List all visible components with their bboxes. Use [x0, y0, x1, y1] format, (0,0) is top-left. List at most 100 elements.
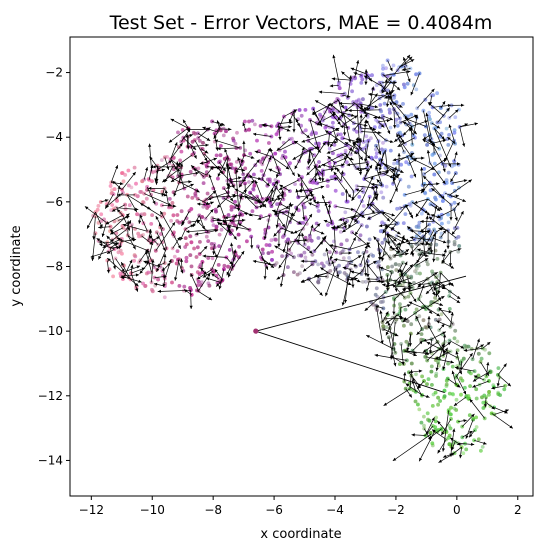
error-vector-head — [453, 402, 458, 406]
scatter-point — [146, 238, 151, 243]
scatter-point — [452, 159, 457, 164]
scatter-point — [442, 394, 447, 399]
scatter-point — [214, 224, 219, 229]
scatter-point — [386, 265, 390, 270]
scatter-point — [384, 184, 389, 189]
error-vector-head — [211, 273, 215, 277]
error-vector-head — [364, 81, 368, 85]
scatter-point — [419, 420, 424, 425]
scatter-point — [395, 206, 399, 211]
scatter-point — [217, 232, 222, 237]
scatter-point — [432, 172, 437, 177]
error-vector-head — [381, 257, 385, 262]
scatter-point — [183, 245, 188, 249]
scatter-point — [481, 406, 486, 410]
scatter-point — [209, 242, 214, 246]
scatter-point — [171, 190, 176, 195]
scatter-point — [188, 286, 193, 290]
error-vector-head — [426, 394, 430, 398]
scatter-point — [381, 141, 385, 145]
scatter-point — [264, 243, 269, 247]
error-vector-head — [301, 139, 306, 143]
scatter-point — [391, 63, 396, 68]
scatter-point — [252, 183, 257, 188]
scatter-point — [338, 270, 342, 274]
error-vector-head — [329, 84, 334, 88]
scatter-point — [205, 191, 210, 196]
scatter-point — [200, 173, 205, 177]
scatter-point — [118, 271, 123, 276]
scatter-point — [272, 237, 277, 242]
scatter-point — [193, 191, 198, 196]
scatter-point — [237, 244, 242, 249]
scatter-point — [229, 204, 234, 209]
scatter-point — [297, 108, 302, 112]
scatter-point — [135, 212, 140, 217]
scatter-point — [189, 240, 194, 245]
scatter-point — [343, 148, 348, 153]
scatter-point — [215, 129, 219, 134]
scatter-point — [466, 344, 471, 349]
scatter-point — [188, 286, 193, 290]
scatter-point — [419, 211, 424, 216]
error-vector-head — [346, 94, 351, 98]
scatter-point — [388, 148, 393, 153]
scatter-point — [339, 242, 344, 247]
scatter-point — [99, 212, 104, 217]
scatter-point — [218, 153, 223, 158]
error-vector — [211, 195, 237, 198]
scatter-point — [474, 396, 479, 401]
scatter-point — [116, 250, 121, 255]
error-vector-head — [356, 60, 360, 64]
error-vector-head — [432, 258, 436, 263]
scatter-point — [331, 151, 335, 156]
scatter-point — [433, 195, 437, 200]
error-vector-head — [197, 202, 201, 206]
scatter-point — [175, 249, 180, 254]
scatter-point — [442, 394, 447, 399]
error-vector-head — [409, 236, 414, 240]
scatter-point — [273, 178, 278, 182]
error-vector-head — [347, 194, 351, 198]
scatter-point — [487, 351, 492, 356]
error-vector-head — [98, 225, 102, 229]
scatter-point — [156, 277, 161, 282]
scatter-point — [274, 261, 279, 265]
error-vector-head — [371, 182, 375, 186]
scatter-point — [417, 314, 422, 319]
error-vector-head — [393, 177, 397, 182]
scatter-point — [400, 283, 405, 288]
error-vector-head — [189, 305, 193, 309]
error-vector-head — [379, 310, 383, 314]
scatter-point — [394, 120, 398, 125]
scatter-point — [332, 108, 337, 113]
scatter-point — [393, 262, 398, 267]
scatter-point — [127, 203, 132, 208]
scatter-point — [343, 210, 348, 215]
scatter-point — [358, 233, 363, 238]
scatter-point — [415, 271, 419, 276]
scatter-point — [433, 425, 438, 429]
error-vector-head — [188, 180, 192, 184]
error-vector-head — [164, 189, 168, 194]
error-vector-head — [382, 283, 386, 287]
scatter-point — [144, 196, 149, 201]
scatter-point — [196, 279, 201, 284]
error-vector-head — [348, 108, 352, 113]
scatter-point — [455, 339, 460, 344]
scatter-point — [304, 222, 309, 226]
error-vector — [373, 236, 391, 259]
scatter-point — [300, 264, 304, 268]
scatter-point — [188, 169, 193, 174]
error-vector-head — [454, 151, 458, 156]
scatter-point — [466, 394, 471, 398]
scatter-point — [165, 155, 170, 159]
scatter-point — [295, 272, 300, 277]
scatter-point — [380, 147, 384, 152]
scatter-point — [440, 221, 444, 226]
scatter-point — [234, 160, 239, 164]
scatter-point — [438, 399, 442, 403]
scatter-point — [298, 271, 302, 275]
error-vector — [358, 149, 362, 176]
error-vector-head — [138, 220, 142, 224]
